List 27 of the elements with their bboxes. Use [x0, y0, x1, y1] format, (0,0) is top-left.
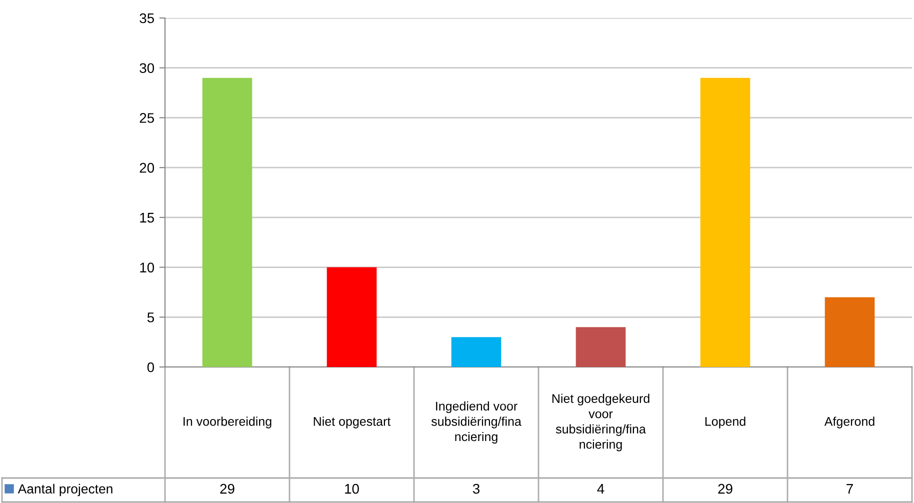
y-tick-label: 20	[140, 162, 154, 173]
y-tick-label: 10	[140, 262, 154, 272]
x-tick-label: Niet opgestart	[314, 416, 391, 428]
y-tick-label: 5	[147, 312, 154, 322]
x-tick-label: Niet goedgekeurd voor subsidiëring/financiering	[552, 394, 650, 452]
y-tick-label: 35	[140, 13, 154, 24]
bar	[326, 267, 377, 367]
x-tick-label: Ingediend voor subsidiëring/financiering	[431, 401, 522, 444]
bar	[700, 78, 750, 367]
data-label: 29	[718, 484, 732, 494]
y-tick-label: 0	[147, 362, 154, 372]
data-label: 10	[345, 484, 359, 494]
y-tick-label: 15	[140, 212, 154, 223]
bar	[576, 327, 626, 367]
data-label: 4	[597, 484, 604, 494]
bar	[824, 297, 875, 367]
data-label: 29	[220, 484, 234, 494]
data-label: 7	[846, 484, 853, 494]
data-label: 3	[472, 484, 480, 494]
x-tick-label: Lopend	[705, 416, 746, 428]
text: Aantal projecten	[18, 484, 112, 496]
x-tick-label: Afgerond	[824, 416, 874, 428]
y-tick-label: 30	[140, 63, 154, 74]
x-tick-label: In voorbereiding	[184, 416, 272, 428]
y-tick-label: 25	[140, 113, 154, 123]
bar	[451, 337, 502, 367]
bar	[202, 78, 252, 367]
